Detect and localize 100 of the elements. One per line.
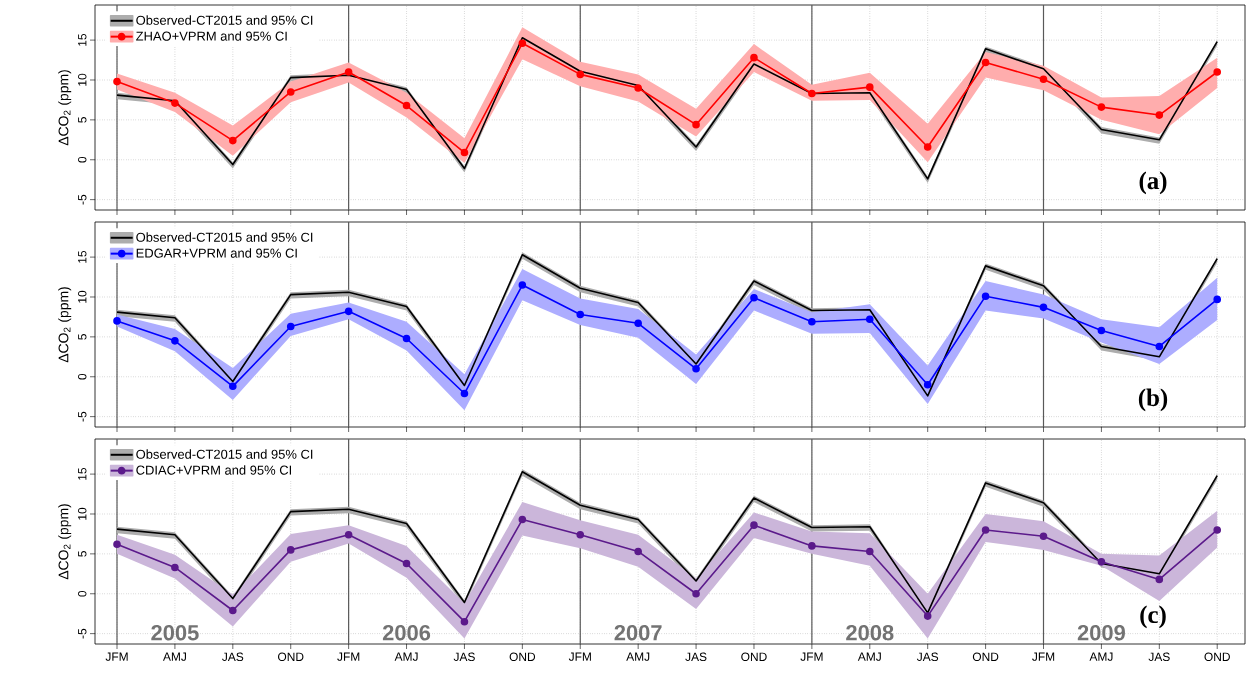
y-tick-label: 0 xyxy=(78,156,87,163)
point xyxy=(692,589,700,598)
point xyxy=(634,84,642,92)
point xyxy=(229,136,237,145)
point xyxy=(750,293,758,302)
point xyxy=(1097,103,1106,111)
point xyxy=(1039,303,1048,312)
point xyxy=(1039,75,1048,83)
point xyxy=(171,99,179,107)
y-tick-label: 5 xyxy=(78,551,87,557)
point xyxy=(1097,558,1106,566)
x-tick-label: JAS xyxy=(1148,652,1170,661)
annotation: 2005 xyxy=(151,624,199,641)
x-tick-label: JFM xyxy=(337,652,360,661)
x-tick-label: AMJ xyxy=(1089,652,1113,661)
point xyxy=(113,77,121,86)
point xyxy=(344,530,353,539)
x-tick-label: AMJ xyxy=(857,652,881,661)
x-tick-label: OND xyxy=(509,652,536,661)
point xyxy=(576,310,585,319)
x-tick-label: AMJ xyxy=(626,652,650,661)
x-tick-label: AMJ xyxy=(162,652,186,661)
point xyxy=(286,546,295,554)
legend-label: Observed-CT2015 and 95% CI xyxy=(136,15,313,25)
x-tick-label: JAS xyxy=(685,652,707,661)
point xyxy=(1097,326,1106,335)
point xyxy=(865,83,874,91)
point xyxy=(808,89,816,98)
legend-label: EDGAR+VPRM and 95% CI xyxy=(136,248,297,258)
annotation: 2007 xyxy=(614,624,662,641)
point xyxy=(576,530,585,539)
point xyxy=(113,317,121,325)
point xyxy=(692,364,700,373)
point xyxy=(808,317,816,326)
point xyxy=(865,547,874,556)
x-tick-label: JFM xyxy=(800,652,823,661)
x-tick-label: JFM xyxy=(1032,652,1055,661)
y-tick-label: 0 xyxy=(78,373,87,380)
y-tick-label: 5 xyxy=(78,334,87,340)
annotation: (a) xyxy=(1139,171,1167,195)
y-axis-title: ΔCO$_{2}$ (ppm) xyxy=(58,287,72,363)
x-tick-label: OND xyxy=(972,652,999,661)
point xyxy=(981,292,990,300)
legend-label: CDIAC+VPRM and 95% CI xyxy=(136,465,291,475)
y-tick-label: 15 xyxy=(78,250,87,263)
y-tick-label: -5 xyxy=(78,411,87,422)
x-tick-label: JFM xyxy=(105,652,128,661)
legend-label: Observed-CT2015 and 95% CI xyxy=(136,449,313,459)
point xyxy=(692,120,700,129)
point xyxy=(1213,295,1222,304)
point xyxy=(981,526,990,534)
point xyxy=(460,389,469,398)
x-tick-label: JAS xyxy=(453,652,475,661)
x-tick-label: OND xyxy=(278,652,304,661)
point xyxy=(344,68,353,76)
point xyxy=(402,334,411,343)
point xyxy=(344,307,353,316)
x-tick-label: OND xyxy=(1204,652,1230,661)
point xyxy=(229,382,237,391)
point xyxy=(1155,111,1164,119)
point xyxy=(923,143,932,151)
y-tick-label: 15 xyxy=(78,467,87,480)
point xyxy=(923,612,932,620)
point xyxy=(1155,342,1164,351)
point xyxy=(518,39,527,48)
x-tick-label: OND xyxy=(741,652,767,661)
y-tick-label: -5 xyxy=(78,628,87,639)
y-tick-label: 5 xyxy=(78,117,87,123)
point xyxy=(1039,532,1048,541)
legend-label: ZHAO+VPRM and 95% CI xyxy=(136,31,287,41)
point xyxy=(286,88,295,96)
x-tick-label: AMJ xyxy=(394,652,418,661)
x-tick-label: JAS xyxy=(916,652,939,661)
point xyxy=(1155,575,1164,584)
point xyxy=(576,70,585,79)
point xyxy=(518,281,527,289)
point xyxy=(1213,526,1222,534)
annotation: (b) xyxy=(1138,388,1168,412)
point xyxy=(865,315,874,324)
point xyxy=(171,563,179,572)
point xyxy=(634,547,642,556)
y-axis-title: ΔCO$_{2}$ (ppm) xyxy=(58,504,72,580)
annotation: 2008 xyxy=(846,624,894,641)
point xyxy=(460,148,469,157)
x-tick-label: JAS xyxy=(222,652,244,661)
y-tick-label: 10 xyxy=(78,290,87,303)
point xyxy=(171,337,179,345)
point xyxy=(750,521,758,529)
y-tick-label: -5 xyxy=(78,194,87,205)
point xyxy=(460,617,469,626)
y-axis-title: ΔCO$_{2}$ (ppm) xyxy=(58,70,72,146)
annotation: 2009 xyxy=(1077,624,1125,641)
point xyxy=(402,101,411,110)
x-tick-label: JFM xyxy=(568,652,591,661)
point xyxy=(808,542,816,550)
point xyxy=(402,559,411,568)
y-tick-label: 10 xyxy=(78,507,87,520)
point xyxy=(518,515,527,524)
point xyxy=(634,319,642,328)
point xyxy=(923,380,932,389)
